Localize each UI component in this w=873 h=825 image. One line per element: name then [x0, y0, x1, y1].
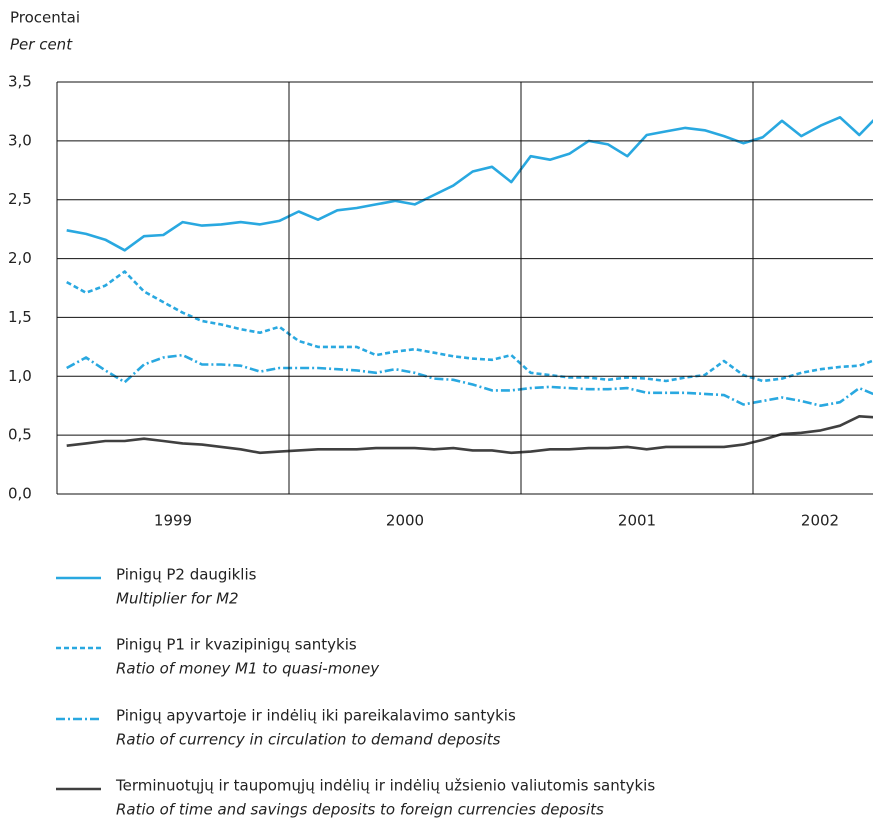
legend-label: Pinigų P1 ir kvazipinigų santykis	[116, 636, 357, 654]
series-line	[66, 116, 873, 252]
series-line	[66, 270, 873, 383]
y-tick-label: 2,0	[8, 249, 32, 267]
legend-label: Terminuotųjų ir taupomųjų indėlių ir ind…	[115, 777, 655, 795]
legend-label-en: Multiplier for M2	[116, 590, 239, 608]
y-tick-label: 3,5	[8, 73, 32, 91]
y-tick-label: 3,0	[8, 131, 32, 149]
legend-label: Pinigų apyvartoje ir indėlių iki pareika…	[116, 707, 516, 725]
x-group-label: 2002	[801, 512, 839, 530]
legend-label-en: Ratio of money M1 to quasi-money	[116, 660, 380, 678]
y-tick-label: 0,0	[8, 485, 32, 503]
y-tick-label: 1,5	[8, 308, 32, 326]
x-group-label: 1999	[154, 512, 192, 530]
legend-label-en: Ratio of currency in circulation to dema…	[116, 731, 501, 749]
y-axis-label-en: Per cent	[10, 36, 73, 54]
x-group-label: 2000	[386, 512, 424, 530]
legend-label: Pinigų P2 daugiklis	[116, 566, 257, 584]
y-axis-label: Procentai	[10, 9, 80, 27]
y-tick-label: 1,0	[8, 367, 32, 385]
plot-area	[66, 116, 873, 455]
y-tick-label: 2,5	[8, 190, 32, 208]
legend-label-en: Ratio of time and savings deposits to fo…	[116, 801, 604, 819]
y-tick-label: 0,5	[8, 426, 32, 444]
series-line	[66, 415, 873, 455]
series-line	[66, 353, 873, 407]
x-group-label: 2001	[618, 512, 656, 530]
